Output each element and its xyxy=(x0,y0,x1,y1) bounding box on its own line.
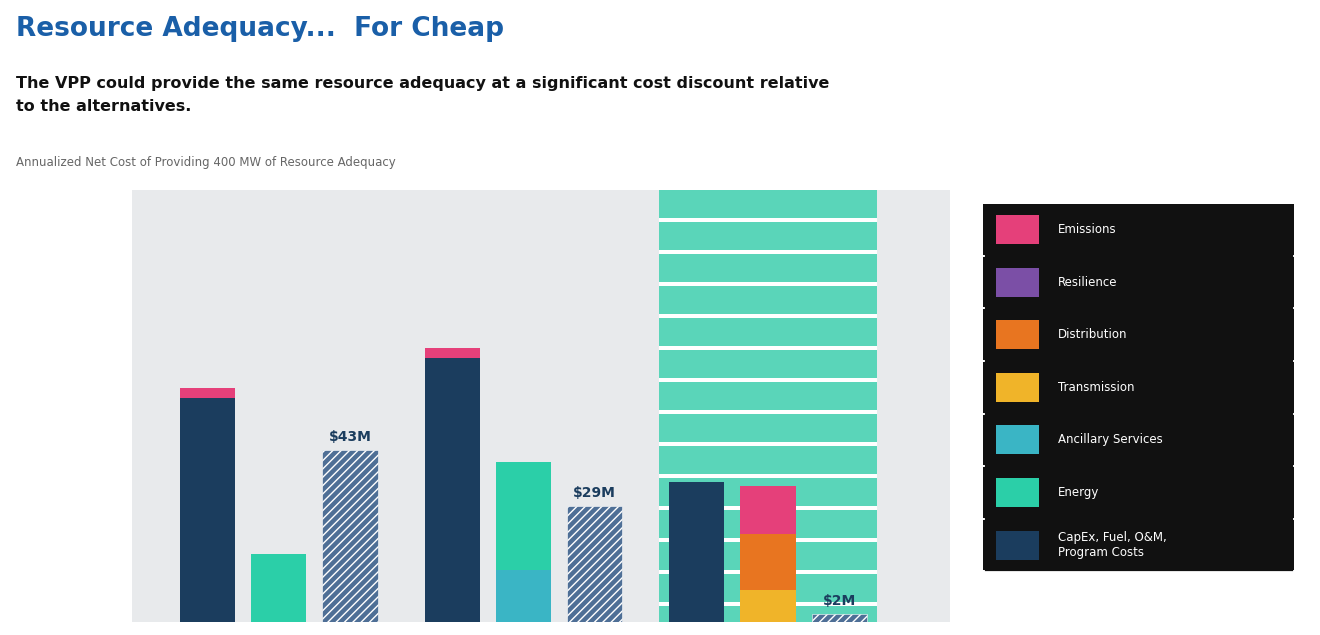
Bar xyxy=(995,268,1039,297)
Bar xyxy=(995,425,1039,455)
Bar xyxy=(425,358,480,622)
Text: Energy: Energy xyxy=(1057,486,1100,499)
Bar xyxy=(995,215,1039,244)
Bar xyxy=(983,309,1294,360)
Text: Distribution: Distribution xyxy=(1057,328,1127,341)
Bar xyxy=(659,314,878,318)
Bar xyxy=(496,462,550,570)
Bar xyxy=(995,478,1039,507)
Bar xyxy=(659,506,878,511)
Bar xyxy=(659,347,878,351)
Bar xyxy=(659,218,878,222)
Bar xyxy=(180,398,235,622)
Bar xyxy=(983,415,1294,465)
Bar xyxy=(659,443,878,446)
Text: Resource Adequacy...  For Cheap: Resource Adequacy... For Cheap xyxy=(16,16,504,42)
Bar xyxy=(983,520,1294,570)
FancyBboxPatch shape xyxy=(983,203,1294,572)
Bar xyxy=(568,506,622,622)
Bar xyxy=(659,474,878,478)
Bar xyxy=(659,538,878,542)
Bar xyxy=(741,486,796,534)
Text: Annualized Net Cost of Providing 400 MW of Resource Adequacy: Annualized Net Cost of Providing 400 MW … xyxy=(16,156,396,168)
Text: $43M: $43M xyxy=(329,431,371,444)
Bar xyxy=(741,534,796,591)
Text: Transmission: Transmission xyxy=(1057,381,1134,394)
Bar xyxy=(812,614,867,622)
Bar xyxy=(496,570,550,622)
Bar xyxy=(659,570,878,574)
Bar xyxy=(659,603,878,606)
Bar xyxy=(741,591,796,622)
Bar xyxy=(251,554,306,622)
Bar xyxy=(983,257,1294,307)
Bar xyxy=(659,250,878,255)
Text: CapEx, Fuel, O&M,
Program Costs: CapEx, Fuel, O&M, Program Costs xyxy=(1057,531,1167,559)
Text: Emissions: Emissions xyxy=(1057,223,1117,236)
Text: VPP: VPP xyxy=(748,156,788,173)
Bar xyxy=(180,389,235,398)
Bar xyxy=(659,190,878,622)
Text: Resilience: Resilience xyxy=(1057,276,1117,289)
Text: $2M: $2M xyxy=(822,594,855,608)
Bar xyxy=(983,204,1294,255)
Bar xyxy=(983,362,1294,413)
Bar xyxy=(659,410,878,415)
Bar xyxy=(995,320,1039,349)
Bar xyxy=(425,349,480,358)
Bar xyxy=(659,283,878,286)
Text: The VPP could provide the same resource adequacy at a significant cost discount : The VPP could provide the same resource … xyxy=(16,76,829,114)
Text: Battery: Battery xyxy=(486,156,561,173)
Bar xyxy=(995,531,1039,559)
Bar xyxy=(669,483,725,622)
Text: Gas: Gas xyxy=(260,156,297,173)
Bar xyxy=(659,378,878,382)
Bar xyxy=(322,450,378,622)
Text: Ancillary Services: Ancillary Services xyxy=(1057,434,1163,446)
Bar xyxy=(983,467,1294,518)
Text: $29M: $29M xyxy=(573,486,616,500)
Bar xyxy=(995,373,1039,402)
